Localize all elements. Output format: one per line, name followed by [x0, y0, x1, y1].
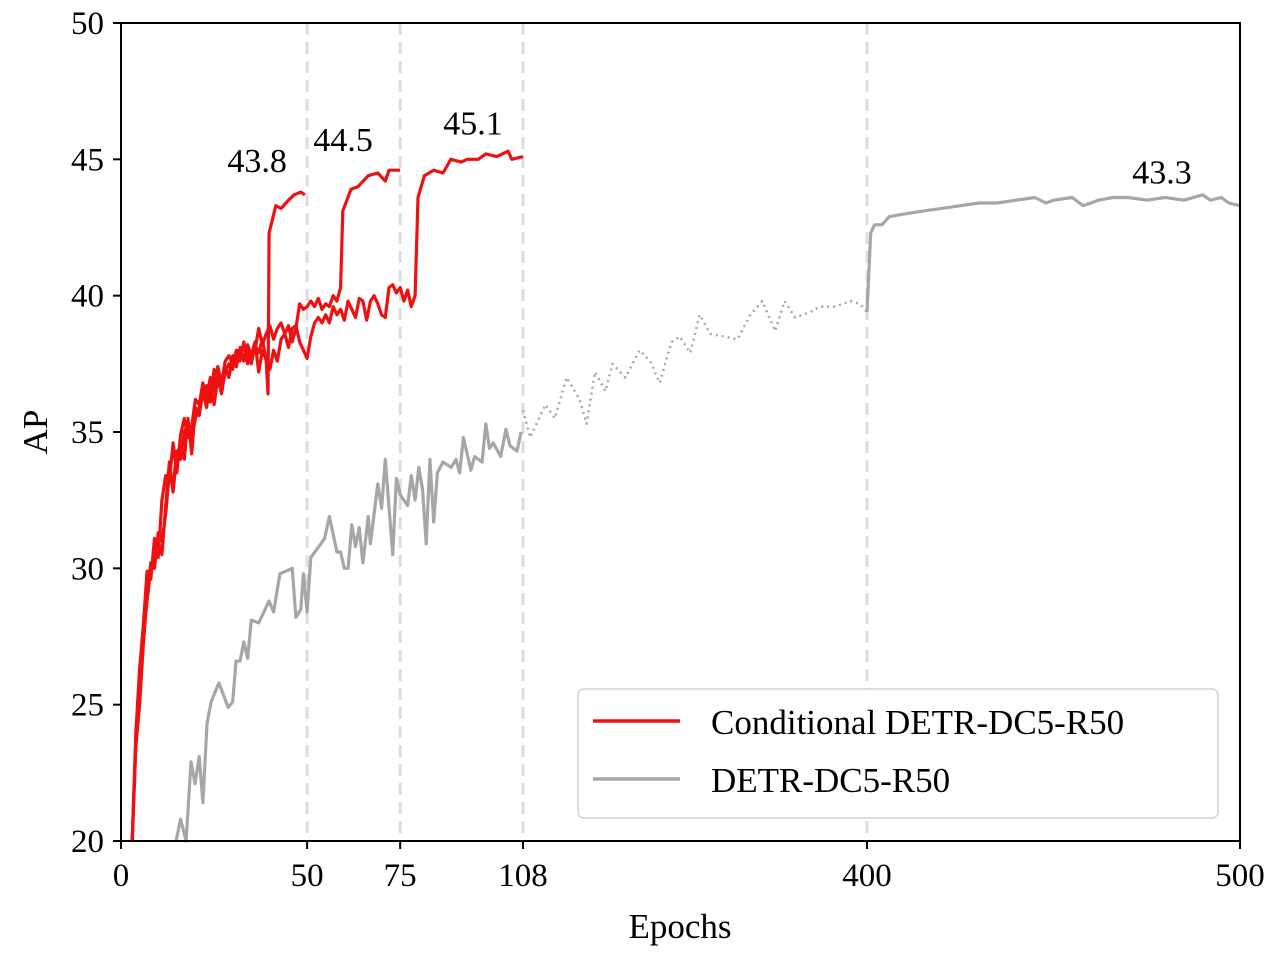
value-annotation: 43.8 [227, 143, 287, 180]
series-lines [130, 149, 1241, 843]
x-tick-label: 75 [384, 858, 417, 894]
x-tick-label: 400 [842, 858, 892, 894]
detr-line-segment-solid [865, 193, 1241, 313]
legend-label-conditional-detr: Conditional DETR-DC5-R50 [711, 703, 1124, 742]
detr-line-segment-solid [174, 422, 523, 843]
conditional-detr-run-line [130, 190, 306, 842]
legend-label-detr: DETR-DC5-R50 [711, 761, 950, 800]
x-tick-label: 0 [113, 858, 130, 894]
y-tick-label: 30 [71, 551, 104, 587]
x-axis-label: Epochs [628, 907, 731, 946]
value-annotation: 45.1 [443, 106, 503, 143]
x-tick-label: 50 [291, 858, 324, 894]
value-annotation: 44.5 [313, 122, 373, 159]
y-tick-label: 20 [71, 824, 104, 860]
x-tick-label: 108 [498, 858, 548, 894]
x-tick-label: 500 [1215, 858, 1265, 894]
x-axis-ticks: 0 50 75 108 400 500 [113, 841, 1265, 894]
value-annotation: 43.3 [1132, 155, 1192, 192]
y-tick-label: 35 [71, 415, 104, 451]
y-tick-label: 45 [71, 142, 104, 178]
y-tick-label: 50 [71, 6, 104, 42]
reference-lines [305, 23, 869, 841]
y-axis-label: AP [16, 410, 55, 455]
detr-line-segment-dotted [521, 299, 868, 439]
conditional-detr-run-line [130, 168, 401, 842]
y-tick-label: 25 [71, 688, 104, 724]
y-tick-label: 40 [71, 279, 104, 315]
legend: Conditional DETR-DC5-R50 DETR-DC5-R50 [577, 688, 1219, 819]
annotations: 43.8 44.5 45.1 43.3 [227, 106, 1191, 192]
legend-box [577, 688, 1219, 819]
y-axis-ticks: 20 25 30 35 40 45 50 [71, 6, 121, 860]
conditional-detr-run-line [130, 149, 524, 842]
